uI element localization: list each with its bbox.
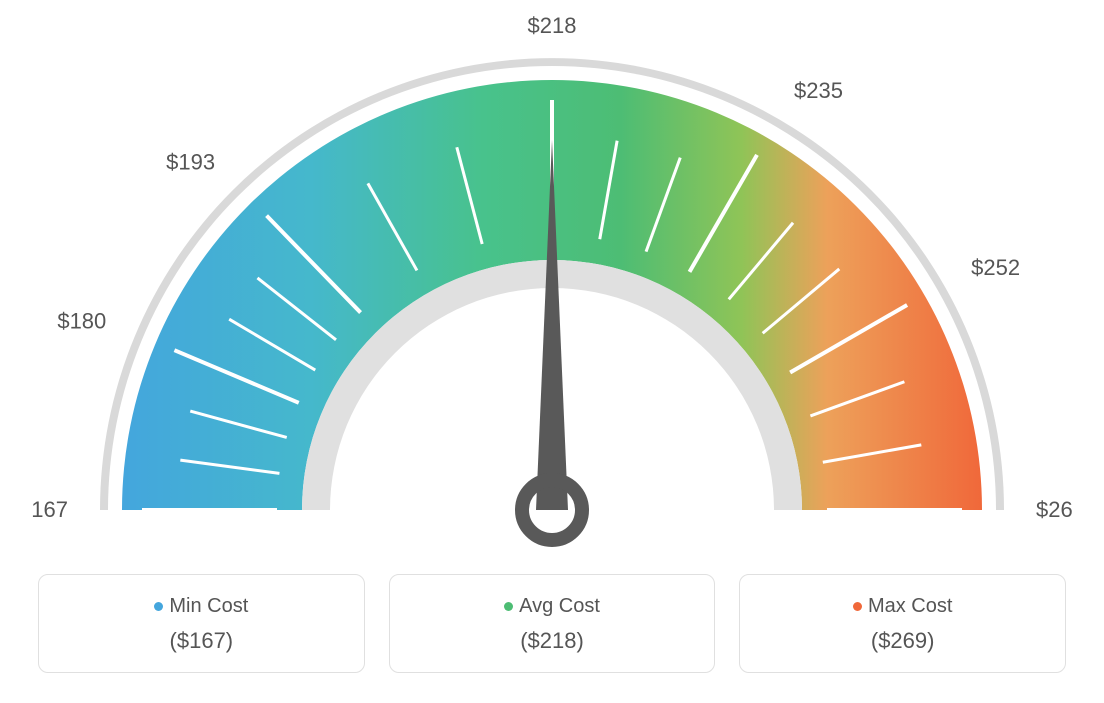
svg-text:$252: $252 [971,255,1020,280]
svg-text:$218: $218 [528,13,577,38]
max-cost-label: Max Cost [750,595,1055,618]
svg-text:$193: $193 [166,150,215,175]
min-cost-label: Min Cost [49,595,354,618]
svg-text:$235: $235 [794,78,843,103]
avg-label-text: Avg Cost [519,595,600,617]
summary-cards: Min Cost ($167) Avg Cost ($218) Max Cost… [30,574,1074,673]
svg-text:$269: $269 [1036,497,1072,522]
avg-cost-label: Avg Cost [400,595,705,618]
gauge-chart: $167 $180 $193 $218 $235 $252 $269 [30,10,1074,550]
max-cost-value: ($269) [750,628,1055,654]
avg-dot-icon [504,602,513,611]
min-cost-value: ($167) [49,628,354,654]
svg-text:$167: $167 [32,497,68,522]
max-cost-card: Max Cost ($269) [739,574,1066,673]
min-label-text: Min Cost [169,595,248,617]
avg-cost-card: Avg Cost ($218) [389,574,716,673]
avg-cost-value: ($218) [400,628,705,654]
max-label-text: Max Cost [868,595,952,617]
min-cost-card: Min Cost ($167) [38,574,365,673]
svg-text:$180: $180 [57,308,106,333]
max-dot-icon [853,602,862,611]
min-dot-icon [154,602,163,611]
chart-container: $167 $180 $193 $218 $235 $252 $269 Min Cost ($… [0,0,1104,703]
